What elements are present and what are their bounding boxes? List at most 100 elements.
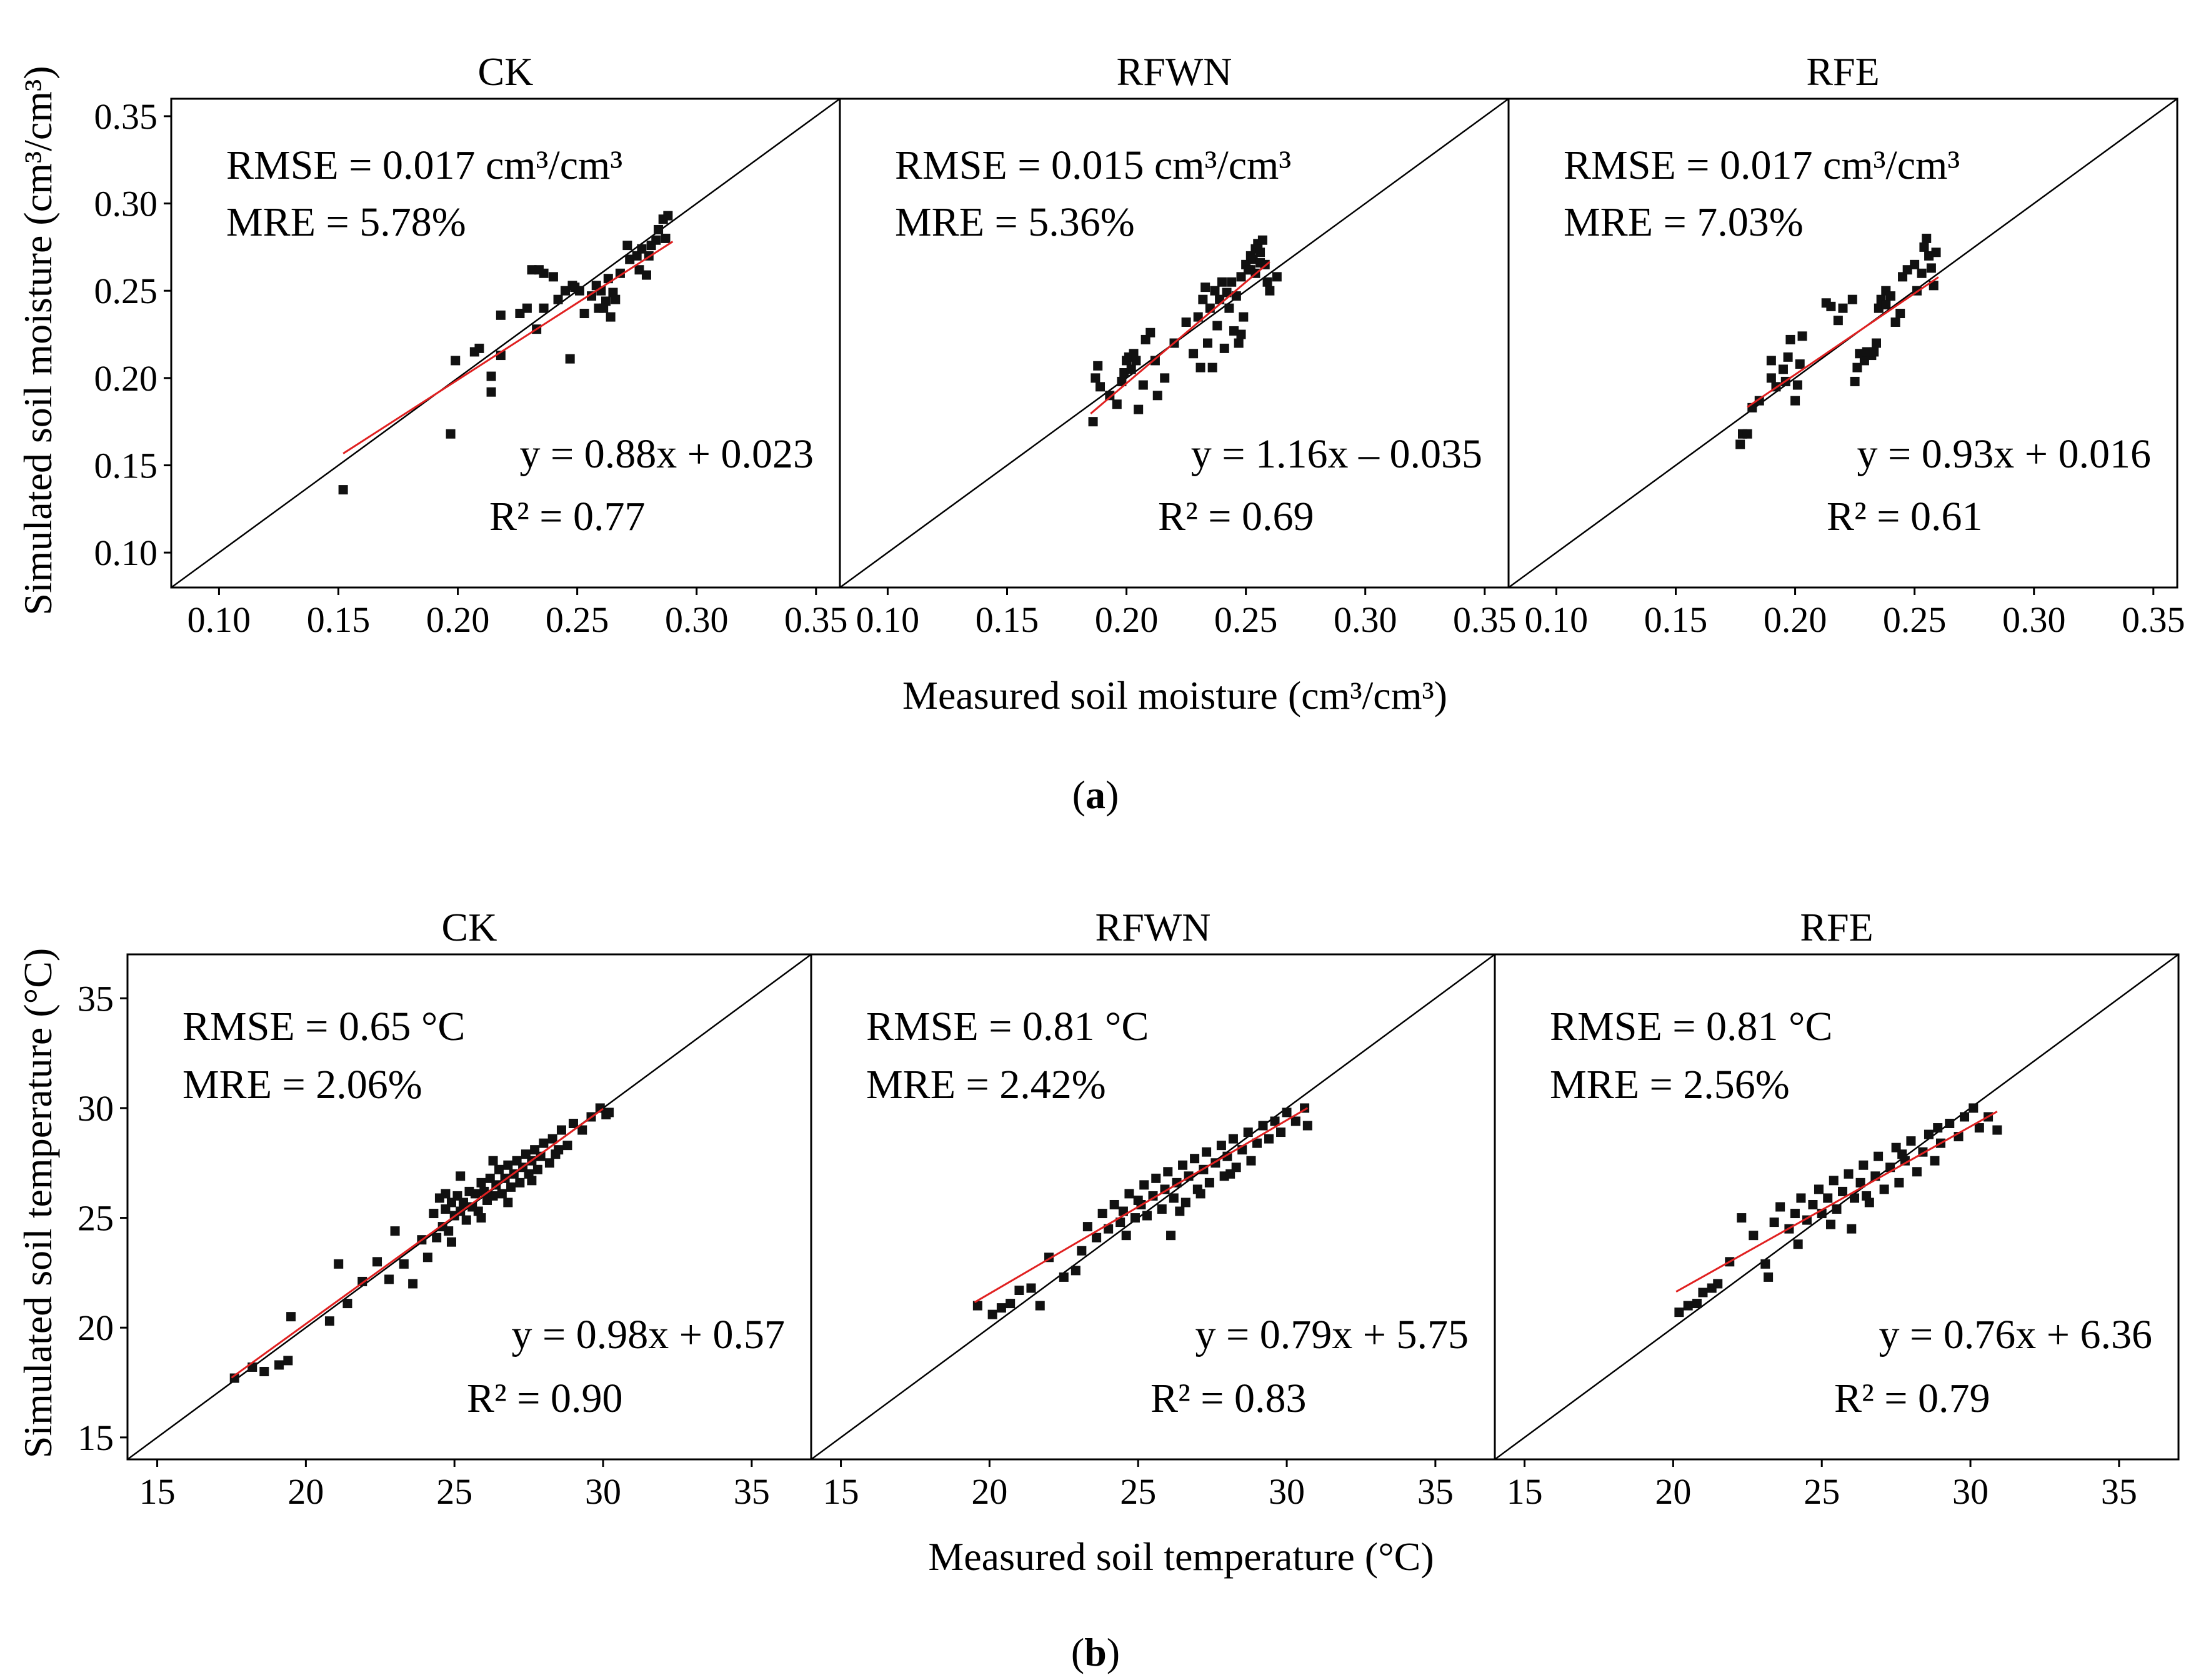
data-point xyxy=(1239,312,1249,322)
data-point xyxy=(1258,1121,1268,1131)
x-tick-label: 25 xyxy=(1804,1471,1840,1512)
data-point xyxy=(1735,439,1745,449)
data-point xyxy=(1778,364,1788,374)
data-point xyxy=(1236,272,1246,282)
data-point xyxy=(1181,317,1191,327)
data-point xyxy=(661,233,671,243)
data-point xyxy=(570,282,580,292)
data-point xyxy=(634,265,644,275)
data-point xyxy=(1234,338,1244,348)
data-point xyxy=(1790,1209,1800,1219)
data-point xyxy=(565,354,575,364)
data-point xyxy=(458,1198,468,1208)
x-tick-label: 0.30 xyxy=(1334,599,1397,640)
data-point xyxy=(1152,391,1162,401)
fit-line xyxy=(342,241,674,454)
x-tick-label: 20 xyxy=(971,1471,1007,1512)
y-tick-label: 0.15 xyxy=(94,446,158,486)
panel-a-rfwn: RFWN 0.10 0.15 0.20 0.25 0.30 0.35 RMSE = 0.015… xyxy=(839,49,1517,640)
data-point xyxy=(1059,1272,1069,1282)
data-point xyxy=(1150,356,1160,366)
data-point xyxy=(1885,291,1895,301)
data-point xyxy=(1006,1299,1016,1309)
panel-title: RFE xyxy=(1800,905,1873,949)
data-point xyxy=(1160,373,1170,383)
x-tick-label: 35 xyxy=(734,1471,770,1512)
r-squared-annotation: R² = 0.90 xyxy=(467,1376,623,1421)
data-point xyxy=(1198,294,1208,304)
rmse-annotation: RMSE = 0.65 °C xyxy=(182,1004,465,1049)
data-point xyxy=(1855,1178,1865,1188)
ylabel-moisture: Simulated soil moisture (cm³/cm³) xyxy=(16,66,60,615)
data-point xyxy=(1895,309,1905,319)
data-point xyxy=(1850,1193,1860,1203)
data-point xyxy=(1262,277,1272,287)
data-point xyxy=(229,1373,239,1383)
data-point xyxy=(1792,380,1802,390)
mre-annotation: MRE = 2.42% xyxy=(866,1062,1106,1108)
data-point xyxy=(446,1237,456,1247)
data-point xyxy=(503,1160,513,1170)
data-point xyxy=(1224,303,1234,313)
data-point xyxy=(1924,1129,1934,1139)
data-point xyxy=(1175,1206,1185,1216)
data-point xyxy=(654,224,664,234)
x-tick-label: 30 xyxy=(1269,1471,1305,1512)
data-point xyxy=(1769,1218,1779,1228)
data-point xyxy=(1872,338,1881,348)
r-squared-annotation: R² = 0.61 xyxy=(1827,494,1983,539)
data-point xyxy=(1795,359,1805,369)
x-tick-label: 35 xyxy=(1417,1471,1454,1512)
data-point xyxy=(1115,1218,1125,1228)
panel-b-ck: CK 15 15 20 20 25 25 30 30 35 35 RMSE = 0.65 °C MRE … xyxy=(77,905,812,1512)
y-tick-label: 0.25 xyxy=(94,271,158,311)
data-point xyxy=(1219,343,1229,353)
rmse-annotation: RMSE = 0.015 cm³/cm³ xyxy=(895,142,1291,188)
data-point xyxy=(1742,429,1752,439)
y-tick-label: 0.10 xyxy=(94,532,158,573)
data-point xyxy=(488,1191,498,1201)
data-point xyxy=(1082,1222,1092,1232)
r-squared-annotation: R² = 0.77 xyxy=(489,494,646,539)
data-point xyxy=(506,1182,516,1192)
y-tick-label: 35 xyxy=(77,978,114,1019)
rmse-annotation: RMSE = 0.017 cm³/cm³ xyxy=(226,142,622,188)
fit-line xyxy=(231,1108,604,1379)
data-point xyxy=(1912,1167,1922,1177)
data-point xyxy=(1796,1193,1806,1203)
panel-b-rfwn: RFWN 15 20 25 30 35 RMSE = 0.81 °C MRE = 2.42% y… xyxy=(810,905,1496,1512)
data-point xyxy=(1092,1232,1102,1242)
data-point xyxy=(476,1213,486,1223)
data-point xyxy=(1945,1119,1955,1129)
data-point xyxy=(456,1171,466,1181)
data-point xyxy=(1166,1231,1176,1241)
mre-annotation: MRE = 5.36% xyxy=(895,199,1135,245)
mre-annotation: MRE = 2.06% xyxy=(182,1062,422,1108)
data-point xyxy=(663,211,673,221)
y-tick-label: 15 xyxy=(77,1418,114,1458)
data-point xyxy=(544,1158,554,1168)
data-point xyxy=(474,343,484,353)
data-point xyxy=(1139,1180,1149,1190)
data-point xyxy=(274,1360,284,1370)
data-point xyxy=(1683,1301,1693,1311)
x-tick-label: 0.10 xyxy=(856,599,920,640)
data-point xyxy=(1931,248,1941,258)
data-point xyxy=(1760,1259,1770,1269)
fit-line xyxy=(974,1107,1309,1303)
data-point xyxy=(1814,1184,1824,1194)
data-point xyxy=(641,270,651,280)
data-point xyxy=(551,1149,561,1159)
fit-line xyxy=(1675,1111,1998,1293)
data-point xyxy=(1906,1136,1916,1146)
data-point xyxy=(1210,286,1220,296)
data-point xyxy=(1200,282,1210,292)
data-point xyxy=(1189,349,1199,359)
data-point xyxy=(1290,1116,1300,1126)
x-tick-label: 0.15 xyxy=(1644,599,1708,640)
panel-a-letter: a xyxy=(1086,772,1105,817)
y-tick-label: 25 xyxy=(77,1198,114,1239)
data-point xyxy=(1169,1193,1179,1203)
y-tick-label: 0.30 xyxy=(94,184,158,224)
